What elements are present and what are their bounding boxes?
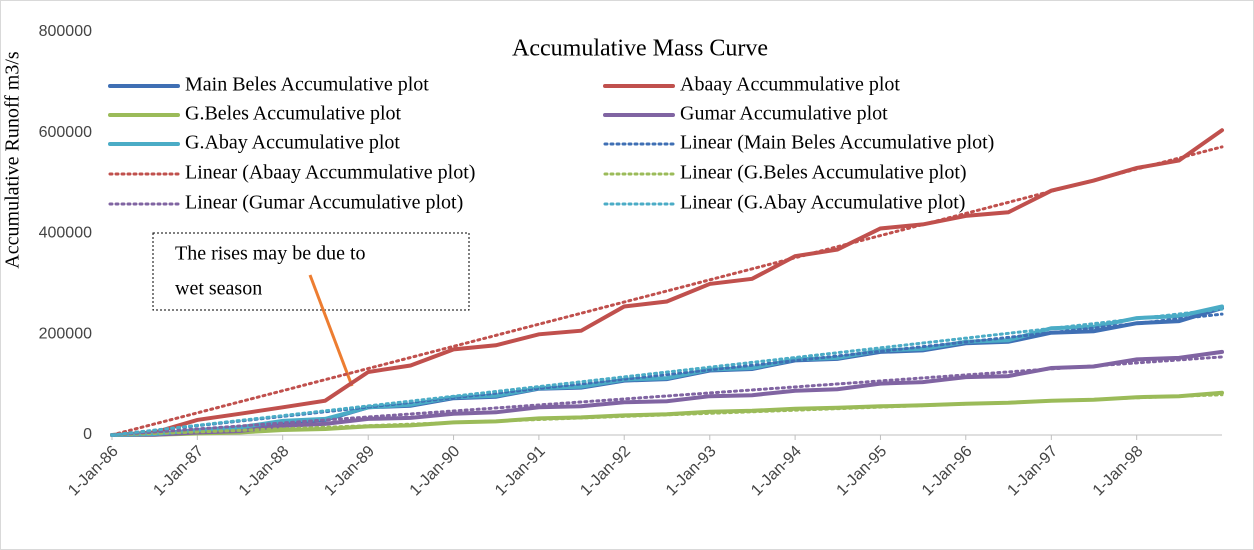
legend-label: Linear (G.Beles Accumulative plot): [680, 162, 967, 184]
legend-label: Linear (G.Abay Accumulative plot): [680, 192, 965, 214]
y-tick-label: 600000: [39, 124, 92, 141]
legend-label: G.Beles Accumulative plot: [185, 103, 402, 125]
legend-label: G.Abay Accumulative plot: [185, 132, 400, 154]
y-tick-label: 200000: [39, 325, 92, 342]
chart-title: Accumulative Mass Curve: [512, 36, 768, 62]
y-tick-label: 400000: [39, 225, 92, 242]
annotation-text: The rises may be due to: [175, 243, 366, 265]
series-line: [110, 128, 1224, 437]
y-axis-label: Accumulative Runoff m3/s: [2, 51, 24, 269]
legend-label: Abaay Accummulative plot: [680, 74, 900, 96]
annotation-text: wet season: [175, 278, 262, 300]
annotation-box: [152, 232, 470, 311]
legend-label: Main Beles Accumulative plot: [185, 74, 429, 96]
legend-label: Linear (Main Beles Accumulative plot): [680, 132, 994, 154]
y-tick-label: 0: [83, 426, 92, 443]
trend-line: [110, 355, 1224, 437]
series-line: [110, 304, 1224, 437]
annotation-arrow: [308, 274, 354, 387]
legend-label: Linear (Gumar Accumulative plot): [185, 192, 463, 214]
legend-label: Linear (Abaay Accummulative plot): [185, 162, 475, 184]
trend-line: [110, 307, 1224, 437]
trend-line: [110, 393, 1224, 437]
trend-line: [110, 145, 1224, 437]
y-tick-label: 800000: [39, 23, 92, 40]
legend-label: Gumar Accumulative plot: [680, 103, 888, 125]
